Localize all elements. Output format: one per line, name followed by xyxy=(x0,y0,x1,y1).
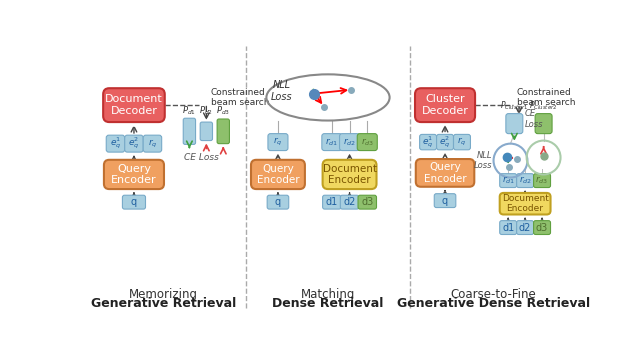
Text: $r_q$: $r_q$ xyxy=(273,136,283,148)
FancyBboxPatch shape xyxy=(323,160,376,189)
FancyBboxPatch shape xyxy=(415,88,475,122)
Text: Generative Retrieval: Generative Retrieval xyxy=(91,297,236,310)
Text: Document
Encoder: Document Encoder xyxy=(323,164,376,185)
Text: d2: d2 xyxy=(519,223,531,232)
Text: $r_{d3}$: $r_{d3}$ xyxy=(361,136,374,148)
Text: $P_{Cluster1}$: $P_{Cluster1}$ xyxy=(500,99,529,112)
FancyBboxPatch shape xyxy=(534,174,550,188)
Text: Generative Dense Retrieval: Generative Dense Retrieval xyxy=(397,297,590,310)
Text: d3: d3 xyxy=(361,197,373,207)
Text: Document
Encoder: Document Encoder xyxy=(502,194,548,214)
Text: Memorizing: Memorizing xyxy=(129,288,198,301)
FancyBboxPatch shape xyxy=(267,195,289,209)
Text: $r_q$: $r_q$ xyxy=(148,138,157,150)
Text: $P_{Cluster2}$: $P_{Cluster2}$ xyxy=(529,99,558,112)
Text: Query
Encoder: Query Encoder xyxy=(257,164,300,185)
Text: $e_q^1$: $e_q^1$ xyxy=(422,134,434,150)
FancyBboxPatch shape xyxy=(200,122,212,141)
FancyBboxPatch shape xyxy=(535,114,552,134)
FancyBboxPatch shape xyxy=(500,193,550,215)
Text: $e_q^1$: $e_q^1$ xyxy=(109,136,121,152)
FancyBboxPatch shape xyxy=(435,194,456,208)
Text: $e_q^2$: $e_q^2$ xyxy=(440,134,451,150)
FancyBboxPatch shape xyxy=(340,134,360,150)
FancyBboxPatch shape xyxy=(143,135,162,152)
FancyBboxPatch shape xyxy=(357,134,378,150)
Text: d2: d2 xyxy=(344,197,356,207)
Text: Constrained
beam search: Constrained beam search xyxy=(516,88,575,107)
Text: $P_{d1}$: $P_{d1}$ xyxy=(182,105,196,118)
Text: NLL
Loss: NLL Loss xyxy=(474,151,492,170)
Text: $e_q^2$: $e_q^2$ xyxy=(128,136,140,152)
FancyBboxPatch shape xyxy=(420,134,436,150)
FancyBboxPatch shape xyxy=(500,220,516,234)
Text: q: q xyxy=(275,197,281,207)
FancyBboxPatch shape xyxy=(340,195,359,209)
FancyBboxPatch shape xyxy=(122,195,145,209)
FancyBboxPatch shape xyxy=(416,159,474,187)
Text: CE Loss: CE Loss xyxy=(184,153,218,162)
Text: $r_{d2}$: $r_{d2}$ xyxy=(518,175,532,186)
FancyBboxPatch shape xyxy=(506,114,523,134)
Text: Constrained
beam search: Constrained beam search xyxy=(211,88,269,107)
FancyBboxPatch shape xyxy=(534,220,550,234)
FancyBboxPatch shape xyxy=(217,119,230,144)
Text: q: q xyxy=(442,196,448,205)
FancyBboxPatch shape xyxy=(268,134,288,150)
Text: CE
Loss: CE Loss xyxy=(525,109,543,129)
FancyBboxPatch shape xyxy=(516,174,534,188)
Text: d1: d1 xyxy=(326,197,338,207)
FancyBboxPatch shape xyxy=(516,220,534,234)
FancyBboxPatch shape xyxy=(358,195,376,209)
Text: Matching: Matching xyxy=(301,288,355,301)
Text: $r_{d2}$: $r_{d2}$ xyxy=(343,136,356,148)
Text: $P_{d2}$: $P_{d2}$ xyxy=(200,105,213,118)
FancyBboxPatch shape xyxy=(125,135,143,152)
Text: Query
Encoder: Query Encoder xyxy=(111,164,157,185)
FancyBboxPatch shape xyxy=(103,88,164,122)
Text: d3: d3 xyxy=(536,223,548,232)
FancyBboxPatch shape xyxy=(183,118,196,145)
FancyBboxPatch shape xyxy=(500,174,516,188)
Text: NLL
Loss: NLL Loss xyxy=(271,80,292,102)
Text: Coarse-to-Fine: Coarse-to-Fine xyxy=(451,288,536,301)
Text: d1: d1 xyxy=(502,223,515,232)
Text: $r_q$: $r_q$ xyxy=(457,136,467,148)
Text: $P_{d3}$: $P_{d3}$ xyxy=(216,105,230,118)
FancyBboxPatch shape xyxy=(436,134,454,150)
FancyBboxPatch shape xyxy=(323,195,341,209)
FancyBboxPatch shape xyxy=(322,134,342,150)
Text: $r_{d1}$: $r_{d1}$ xyxy=(325,136,339,148)
Text: $r_{d3}$: $r_{d3}$ xyxy=(536,175,548,186)
Text: $r_{d1}$: $r_{d1}$ xyxy=(502,175,515,186)
FancyBboxPatch shape xyxy=(251,160,305,189)
FancyBboxPatch shape xyxy=(454,134,470,150)
FancyBboxPatch shape xyxy=(106,135,125,152)
Text: Dense Retrieval: Dense Retrieval xyxy=(272,297,384,310)
Text: Cluster
Decoder: Cluster Decoder xyxy=(422,94,468,116)
Text: Query
Encoder: Query Encoder xyxy=(424,162,467,184)
Text: Document
Decoder: Document Decoder xyxy=(105,94,163,116)
FancyBboxPatch shape xyxy=(104,160,164,189)
Text: q: q xyxy=(131,197,137,207)
